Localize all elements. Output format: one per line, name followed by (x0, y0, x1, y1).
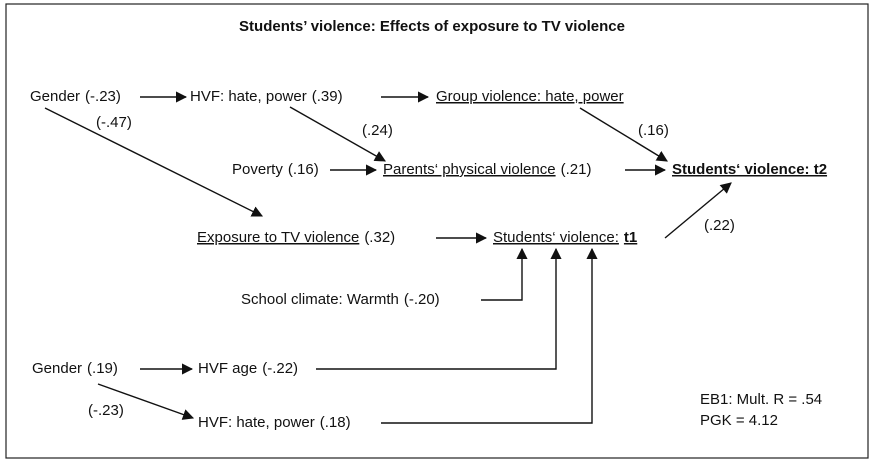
arrows (44, 91, 732, 424)
node-coefficient: (.39) (312, 88, 343, 105)
node-emphasis: t1 (624, 229, 637, 246)
edge-label: (-.23) (88, 402, 124, 419)
node-label: School climate: Warmth (241, 291, 399, 308)
node-label: Group violence: hate, power (436, 88, 624, 105)
note: EB1: Mult. R = .54 (700, 391, 822, 408)
node-label: HVF: hate, power (198, 414, 315, 431)
edge-label: (.22) (704, 217, 735, 234)
arrow (316, 247, 562, 370)
node-label: Gender (32, 360, 82, 377)
arrow (481, 247, 528, 301)
node: Exposure to TV violence (.32) (197, 229, 395, 246)
node-coefficient: (-.23) (85, 88, 121, 105)
arrow (97, 383, 195, 420)
node: Parents‘ physical violence (.21) (383, 161, 591, 178)
node-label: Exposure to TV violence (197, 229, 359, 246)
node: School climate: Warmth (-.20) (241, 291, 440, 308)
node-label: Students‘ violence: t2 (672, 161, 827, 178)
node-coefficient: (.21) (561, 161, 592, 178)
node: Students‘ violence: t2 (672, 161, 827, 178)
node: HVF: hate, power (.18) (198, 414, 351, 431)
title: Students’ violence: Effects of exposure … (239, 18, 625, 35)
node-label: HVF age (198, 360, 257, 377)
arrow (381, 247, 598, 424)
frame (5, 3, 869, 459)
node: Poverty (.16) (232, 161, 319, 178)
arrow (579, 107, 668, 162)
node-coefficient: (-.22) (262, 360, 298, 377)
arrow (664, 182, 732, 239)
arrow (289, 106, 386, 162)
node-coefficient: (.18) (320, 414, 351, 431)
node-coefficient: (-.20) (404, 291, 440, 308)
node: Gender (-.23) (30, 88, 121, 105)
edge-label: (.16) (638, 122, 669, 139)
node-coefficient: (.32) (364, 229, 395, 246)
edge-label: (.24) (362, 122, 393, 139)
node: Group violence: hate, power (436, 88, 624, 105)
node: Gender (.19) (32, 360, 118, 377)
edge-label: (-.47) (96, 114, 132, 131)
node-label: HVF: hate, power (190, 88, 307, 105)
node-coefficient: (.16) (288, 161, 319, 178)
node-label: Poverty (232, 161, 283, 178)
node-label: Students‘ violence: (493, 229, 619, 246)
node: Students‘ violence: t1 (493, 229, 637, 246)
node: HVF: hate, power (.39) (190, 88, 343, 105)
arrow (44, 107, 264, 217)
node-coefficient: (.19) (87, 360, 118, 377)
node: HVF age (-.22) (198, 360, 298, 377)
note: PGK = 4.12 (700, 412, 778, 429)
node-label: Gender (30, 88, 80, 105)
node-label: Parents‘ physical violence (383, 161, 556, 178)
